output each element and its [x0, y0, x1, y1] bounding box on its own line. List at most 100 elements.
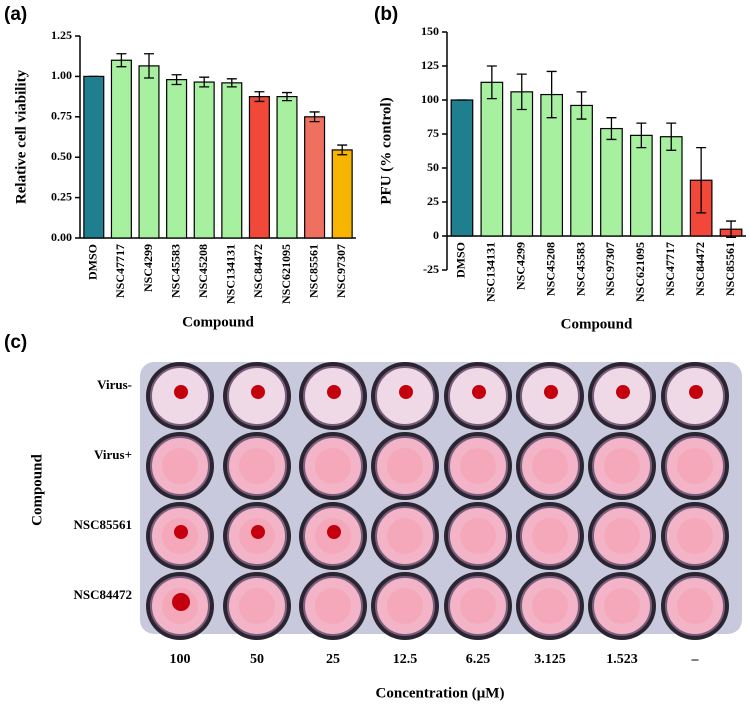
panel-label: (a): [4, 4, 27, 25]
rbc-dot: [544, 385, 558, 399]
bar: [276, 95, 298, 239]
x-tick-label: DMSO: [86, 244, 100, 280]
bar: [248, 95, 270, 239]
x-tick-label: NSC84472: [251, 244, 265, 298]
rbc-dot: [174, 385, 188, 399]
well-center: [460, 448, 496, 484]
rbc-dot: [689, 385, 703, 399]
error-bar: [171, 74, 182, 86]
panel-label: (b): [374, 4, 398, 25]
x-tick-label: NSC4299: [141, 244, 155, 292]
bar: [659, 136, 683, 237]
well-center: [677, 448, 713, 484]
x-axis-label: Compound: [561, 316, 633, 332]
well-center: [677, 518, 713, 554]
y-tick-label: 150: [421, 24, 439, 38]
y-tick-label: 1.00: [51, 68, 72, 82]
error-bar: [116, 53, 127, 68]
y-tick-label: 50: [427, 160, 439, 174]
bar: [480, 81, 504, 237]
error-bar: [144, 53, 154, 79]
y-axis-label: Relative cell viability: [13, 69, 29, 204]
error-bar: [282, 91, 292, 102]
x-tick-label: NSC45208: [543, 242, 557, 296]
bar: [138, 65, 160, 239]
well-center: [604, 448, 640, 484]
well-center: [460, 588, 496, 624]
error-bar: [226, 78, 237, 88]
x-tick-label: NSC621095: [633, 242, 647, 302]
rbc-dot: [327, 385, 341, 399]
well-center: [239, 588, 275, 624]
error-bar: [726, 220, 737, 239]
error-bar: [636, 122, 647, 149]
x-tick-label: NSC47717: [113, 244, 127, 298]
rbc-dot: [251, 525, 265, 539]
well-center: [677, 588, 713, 624]
bar: [304, 116, 326, 239]
rbc-dot: [327, 525, 341, 539]
rbc-dot: [174, 525, 188, 539]
y-tick-label: -25: [423, 262, 439, 276]
well-center: [162, 448, 198, 484]
well-center: [387, 588, 423, 624]
rbc-dot: [399, 385, 413, 399]
y-tick-label: 0.25: [51, 189, 72, 203]
well-center: [604, 518, 640, 554]
x-tick-label: NSC45208: [196, 244, 210, 298]
bar: [331, 149, 353, 239]
x-tick-label: NSC47717: [663, 242, 677, 296]
bar: [629, 134, 653, 237]
column-label: 100: [170, 652, 191, 667]
column-label: 12.5: [393, 652, 418, 667]
bar: [166, 79, 188, 239]
well-center: [532, 518, 568, 554]
well-center: [387, 448, 423, 484]
y-tick-label: 1.25: [51, 28, 72, 42]
well-center: [460, 518, 496, 554]
well-center: [604, 588, 640, 624]
error-bar: [254, 91, 265, 103]
error-bar: [516, 73, 527, 111]
error-bar: [606, 117, 617, 141]
row-label: NSC84472: [73, 587, 132, 602]
plate-ylabel: Compound: [29, 453, 45, 525]
x-tick-label: NSC45583: [573, 242, 587, 296]
plate: [140, 362, 742, 634]
error-bar: [576, 91, 587, 120]
column-label: 25: [326, 652, 340, 667]
error-bar: [309, 111, 320, 123]
rbc-dot: [616, 385, 630, 399]
row-label: NSC85561: [73, 517, 132, 532]
bar: [193, 81, 215, 239]
x-tick-label: NSC97307: [334, 244, 348, 298]
well-center: [315, 588, 351, 624]
plate-xlabel: Concentration (μM): [376, 685, 505, 701]
x-axis-label: Compound: [182, 314, 254, 330]
error-bar: [696, 146, 707, 214]
x-tick-label: NSC97307: [603, 242, 617, 296]
rbc-dot: [172, 593, 190, 611]
error-bar: [199, 76, 210, 88]
x-tick-label: NSC85561: [723, 242, 737, 296]
y-tick-label: 25: [427, 194, 439, 208]
error-bar: [666, 122, 677, 151]
x-tick-label: NSC134131: [484, 242, 498, 302]
well-center: [315, 448, 351, 484]
error-bar: [546, 70, 557, 119]
y-tick-label: 0: [433, 228, 439, 242]
rbc-dot: [251, 385, 265, 399]
bar: [83, 75, 105, 239]
x-tick-label: DMSO: [454, 242, 468, 278]
x-tick-label: NSC621095: [279, 244, 293, 304]
column-label: 6.25: [466, 652, 491, 667]
column-label: 3.125: [534, 652, 566, 667]
x-tick-label: NSC85561: [306, 244, 320, 298]
rbc-dot: [472, 385, 486, 399]
bar: [110, 59, 132, 239]
x-tick-label: NSC84472: [693, 242, 707, 296]
x-tick-label: NSC45583: [168, 244, 182, 298]
column-label: –: [691, 652, 700, 667]
row-label: Virus-: [97, 377, 132, 392]
